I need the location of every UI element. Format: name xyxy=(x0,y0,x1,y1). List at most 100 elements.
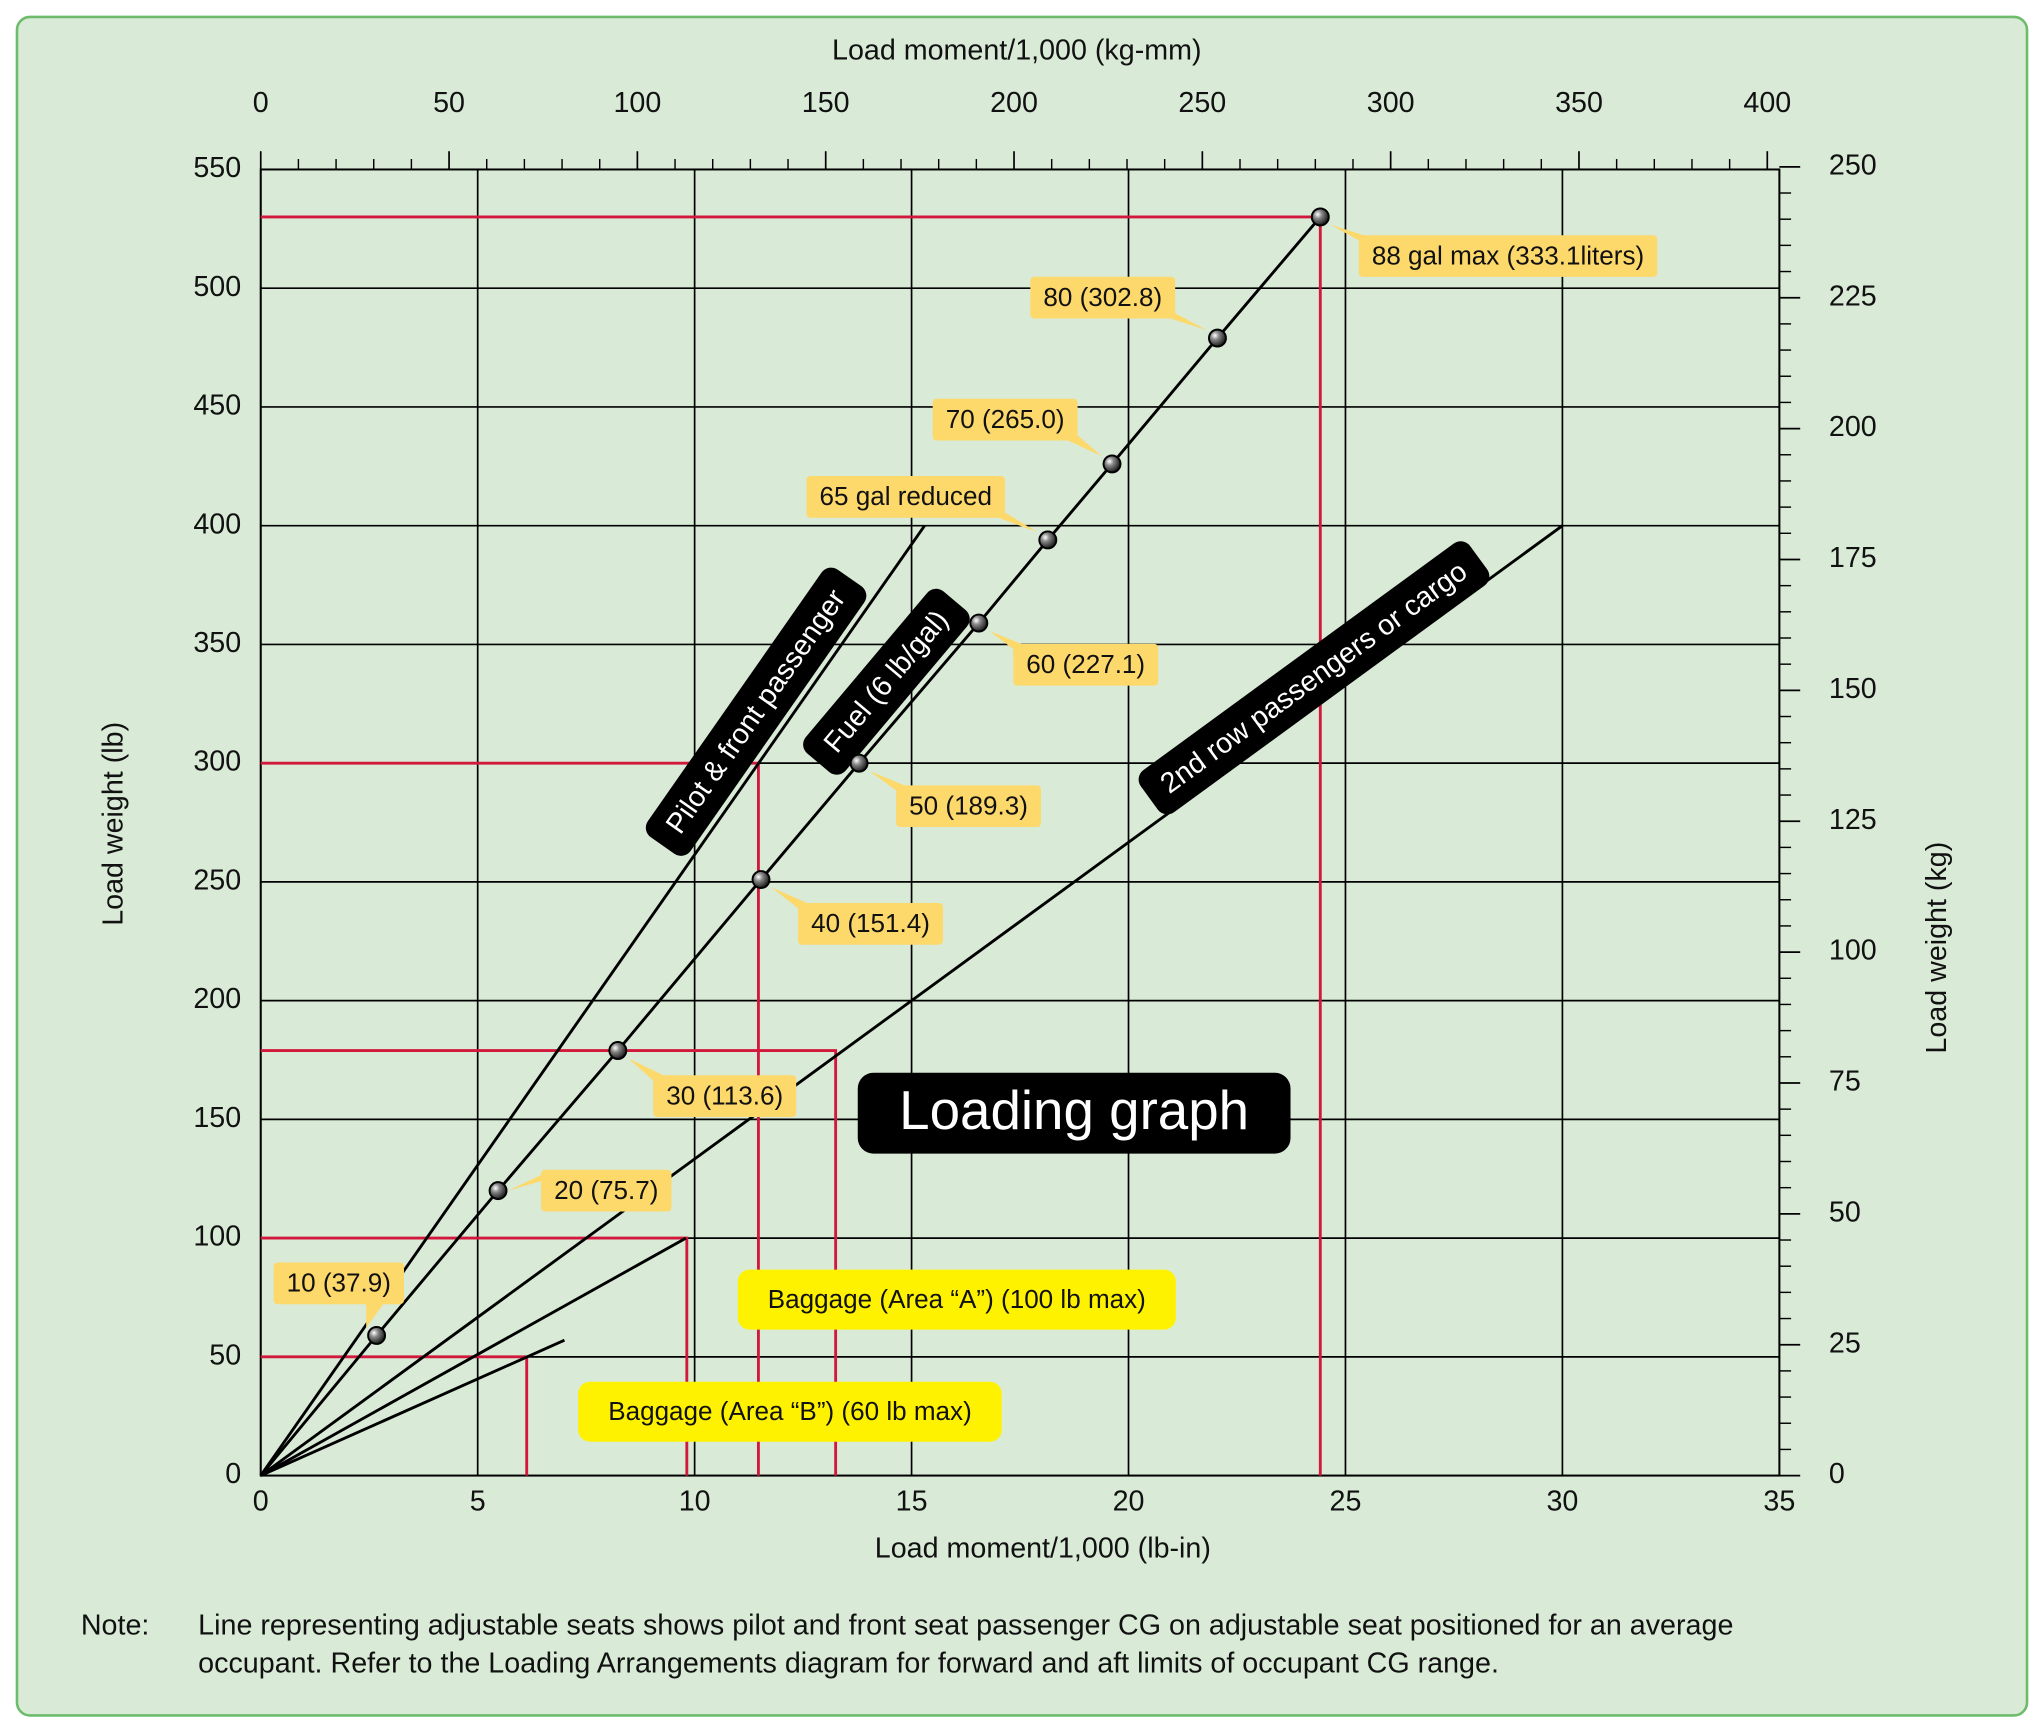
series-line xyxy=(260,1338,566,1477)
point-label-box xyxy=(896,785,1042,828)
label-pointer xyxy=(771,887,819,909)
x2-tick-label: 150 xyxy=(802,87,850,119)
x2-tick-label: 350 xyxy=(1555,87,1603,119)
data-point xyxy=(751,870,771,889)
grid-layer: 0 5 10 15 20 25 30 3505010015020025030035040045… xyxy=(193,87,1876,1518)
y2-tick-label: 75 xyxy=(1829,1066,1861,1098)
point-label-box xyxy=(1358,235,1658,277)
point-label-text: 80 (302.8) xyxy=(1043,282,1162,312)
point-label-box xyxy=(273,1262,404,1305)
point-label-box xyxy=(798,902,943,945)
point-label-box xyxy=(806,476,1005,518)
point-label-box xyxy=(1013,643,1159,686)
plot-frame xyxy=(259,168,1781,1477)
note: Note: Line representing adjustable seats… xyxy=(81,1606,1958,1682)
point-label-text: 70 (265.0) xyxy=(946,404,1065,434)
y-tick-label: 250 xyxy=(193,864,241,896)
y-tick-label: 500 xyxy=(193,271,241,303)
series-tag-box xyxy=(645,567,867,856)
series-name: Baggage (Area “B”) (60 lb max) xyxy=(608,1396,972,1426)
y-tick-label: 300 xyxy=(193,746,241,778)
y-tick-label: 0 xyxy=(225,1458,241,1490)
point-label-text: 50 (189.3) xyxy=(909,790,1028,820)
point-label-text: 65 gal reduced xyxy=(820,481,992,511)
y-axis-title: Load weight (lb) xyxy=(97,722,129,926)
series-tag-box xyxy=(1138,541,1490,815)
data-point xyxy=(608,1041,628,1060)
x-tick-label: 10 xyxy=(679,1486,711,1518)
y2-tick-label: 50 xyxy=(1829,1196,1861,1228)
series-tag-box xyxy=(578,1381,1002,1442)
x-tick-label: 20 xyxy=(1113,1486,1145,1518)
data-point xyxy=(1208,328,1227,348)
y2-tick-label: 200 xyxy=(1829,411,1877,443)
x2-tick-label: 400 xyxy=(1743,87,1791,119)
point-label-box xyxy=(932,398,1078,441)
x-axis-title: Load moment/1,000 (lb-in) xyxy=(875,1532,1211,1564)
y-tick-label: 550 xyxy=(193,152,241,184)
label-pointer xyxy=(869,770,917,791)
point-label-text: 60 (227.1) xyxy=(1026,649,1145,679)
point-label-box xyxy=(1030,276,1176,319)
point-label: 10 (37.9) xyxy=(273,1262,404,1328)
y2-tick-label: 100 xyxy=(1829,935,1877,967)
series-line xyxy=(260,1236,687,1477)
y2-tick-label: 0 xyxy=(1829,1458,1845,1490)
x-tick-label: 0 xyxy=(253,1486,269,1518)
title-box xyxy=(857,1072,1291,1154)
series-tag-box xyxy=(803,588,970,775)
point-label: 70 (265.0) xyxy=(932,398,1102,457)
x2-tick-label: 100 xyxy=(613,87,661,119)
data-point xyxy=(1038,530,1058,550)
y-tick-label: 200 xyxy=(193,983,241,1015)
note-label: Note: xyxy=(80,1608,150,1642)
point-label-text: 40 (151.4) xyxy=(811,908,930,938)
series-tag: Baggage (Area “B”) (60 lb max) xyxy=(578,1381,1002,1442)
y2-axis-title: Load weight (kg) xyxy=(1921,842,1953,1054)
y-tick-label: 350 xyxy=(193,627,241,659)
note-area: Note: Line representing adjustable seats… xyxy=(81,1606,1958,1682)
reference-line xyxy=(260,1049,838,1476)
label-pointer xyxy=(628,1058,675,1081)
x-tick-label: 35 xyxy=(1763,1486,1795,1518)
point-label: 88 gal max (333.1liters) xyxy=(1330,224,1658,277)
point-label-box xyxy=(653,1075,797,1117)
point-label-text: 30 (113.6) xyxy=(666,1080,783,1110)
chart-title: Loading graph xyxy=(899,1079,1249,1141)
note-text: Line representing adjustable seats shows… xyxy=(198,1608,1734,1679)
y2-tick-label: 250 xyxy=(1829,149,1877,181)
y-tick-label: 400 xyxy=(193,508,241,540)
point-label: 60 (227.1) xyxy=(989,630,1159,686)
series-tag-box xyxy=(737,1269,1176,1330)
x-tick-label: 30 xyxy=(1546,1486,1578,1518)
series-name: Baggage (Area “A”) (100 lb max) xyxy=(768,1284,1146,1314)
y2-tick-label: 225 xyxy=(1829,280,1877,312)
y2-tick-label: 25 xyxy=(1829,1327,1861,1359)
y-tick-label: 150 xyxy=(193,1102,241,1134)
point-label: 40 (151.4) xyxy=(771,887,943,945)
point-label: 50 (189.3) xyxy=(869,770,1042,828)
panel xyxy=(15,15,2029,1717)
data-point xyxy=(969,613,989,633)
y2-tick-label: 125 xyxy=(1829,804,1877,836)
x-tick-label: 15 xyxy=(896,1486,928,1518)
point-label-text: 20 (75.7) xyxy=(554,1175,658,1205)
point-label: 65 gal reduced xyxy=(806,476,1038,533)
x2-tick-label: 50 xyxy=(433,87,465,119)
x2-tick-label: 250 xyxy=(1178,87,1226,119)
y-tick-label: 50 xyxy=(209,1339,241,1371)
y-tick-label: 100 xyxy=(193,1221,241,1253)
point-label-text: 10 (37.9) xyxy=(287,1268,391,1298)
y2-tick-label: 175 xyxy=(1829,542,1877,574)
data-point xyxy=(1102,454,1122,474)
data-point xyxy=(849,753,869,773)
series-tag: Baggage (Area “A”) (100 lb max) xyxy=(737,1269,1176,1330)
x2-tick-label: 300 xyxy=(1367,87,1415,119)
data-point xyxy=(488,1181,508,1201)
data-point xyxy=(1310,207,1330,227)
point-label-box xyxy=(541,1169,672,1212)
y-tick-label: 450 xyxy=(193,390,241,422)
x2-tick-label: 0 xyxy=(253,87,269,119)
